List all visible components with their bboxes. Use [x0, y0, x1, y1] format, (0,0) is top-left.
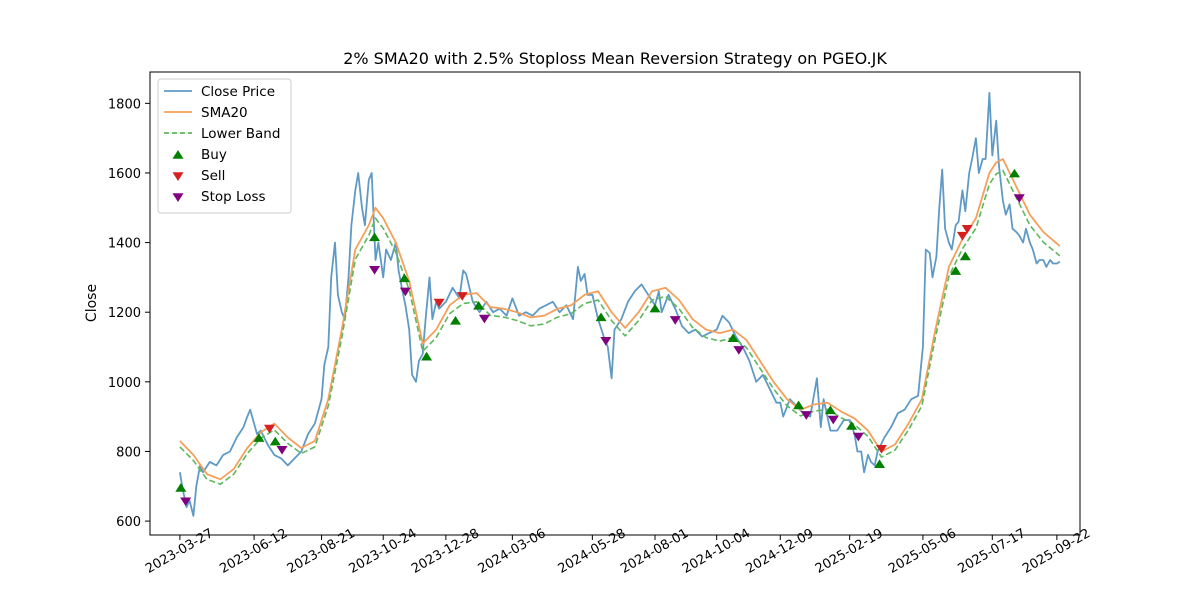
- marker-sell: [956, 231, 968, 241]
- marker-buy: [649, 303, 661, 313]
- marker-stop-loss: [852, 432, 864, 442]
- marker-buy: [398, 273, 410, 283]
- marker-buy: [793, 400, 805, 410]
- marker-stop-loss: [800, 411, 812, 420]
- marker-stop-loss: [600, 337, 612, 346]
- marker-sell: [875, 444, 887, 454]
- legend-label-sell: Sell: [201, 168, 225, 184]
- y-tick-label: 1800: [108, 97, 141, 112]
- marker-buy: [846, 421, 858, 430]
- marker-sell: [456, 292, 468, 301]
- marker-stop-loss: [369, 266, 381, 275]
- legend-swatch-buy: [172, 150, 184, 159]
- marker-stop-loss: [399, 287, 411, 297]
- legend-label-close-price: Close Price: [201, 84, 275, 100]
- marker-stop-loss: [180, 497, 192, 507]
- legend-swatch-sell: [172, 172, 184, 181]
- marker-buy: [421, 351, 433, 361]
- marker-buy: [450, 315, 462, 325]
- marker-buy: [175, 483, 187, 492]
- marker-buy: [1008, 168, 1020, 178]
- marker-buy: [824, 405, 836, 415]
- y-tick-label: 1000: [108, 376, 141, 391]
- plot-area: [175, 92, 1061, 517]
- axes-frame: [149, 71, 1081, 536]
- marker-stop-loss: [478, 314, 490, 324]
- marker-stop-loss: [733, 346, 745, 355]
- series-line-close-price: [179, 92, 1061, 517]
- legend-swatch-stop-loss: [172, 193, 184, 202]
- marker-buy: [874, 459, 886, 469]
- marker-stop-loss: [669, 316, 681, 325]
- y-tick-label: 1400: [108, 237, 141, 252]
- marker-buy: [473, 300, 485, 310]
- marker-buy: [253, 433, 265, 442]
- chart-title: 2% SMA20 with 2.5% Stoploss Mean Reversi…: [343, 49, 887, 68]
- y-tick-label: 600: [116, 515, 141, 530]
- series-line-lower-band: [179, 169, 1061, 485]
- series-line-sma20: [179, 158, 1061, 481]
- marker-buy: [950, 266, 962, 275]
- legend: Close Price SMA20 Lower Band Buy Sell Stop Lo…: [157, 78, 292, 214]
- y-tick-label: 1600: [108, 167, 141, 182]
- legend-label-sma20: SMA20: [201, 105, 248, 121]
- marker-stop-loss: [827, 415, 839, 425]
- marker-buy: [959, 251, 971, 261]
- marker-sell: [433, 298, 445, 308]
- legend-label-buy: Buy: [201, 147, 227, 163]
- marker-buy: [595, 312, 607, 322]
- marker-stop-loss: [276, 445, 288, 455]
- legend-label-lower-band: Lower Band: [201, 126, 280, 142]
- marker-buy: [269, 436, 281, 446]
- marker-buy: [369, 232, 381, 242]
- y-tick-label: 1200: [108, 306, 141, 321]
- marker-sell: [264, 424, 276, 434]
- marker-stop-loss: [1013, 194, 1025, 203]
- marker-buy: [727, 333, 739, 343]
- y-axis: 600 800 1000 1200 1400 1600 1800: [108, 97, 150, 530]
- y-axis-label: Close: [84, 284, 100, 322]
- y-tick-label: 800: [116, 445, 141, 460]
- legend-label-stop-loss: Stop Loss: [201, 189, 266, 205]
- marker-sell: [961, 224, 973, 234]
